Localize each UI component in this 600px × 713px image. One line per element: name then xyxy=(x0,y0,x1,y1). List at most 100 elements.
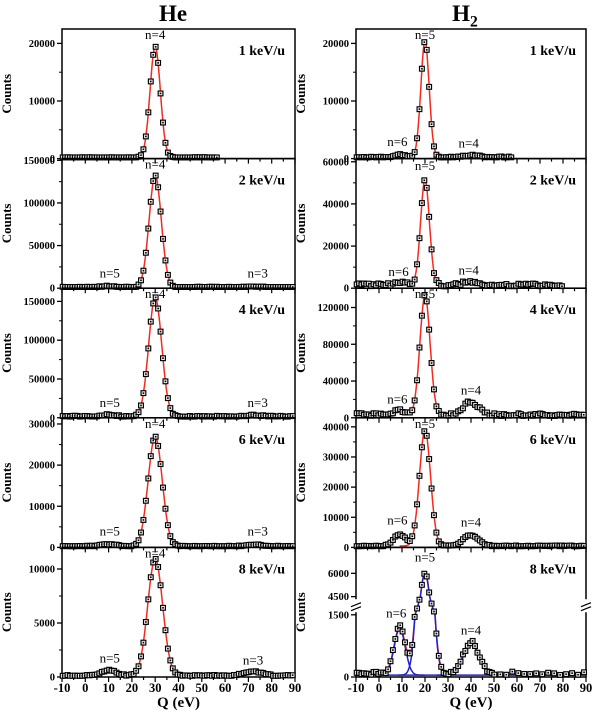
data-point-center xyxy=(404,641,406,644)
x-tick-label: 60 xyxy=(219,681,232,695)
data-point-center xyxy=(409,540,411,542)
data-point-center xyxy=(162,607,164,609)
data-point-center xyxy=(392,539,394,541)
data-point-center xyxy=(430,602,433,605)
data-point-center xyxy=(418,475,421,477)
energy-label: 1 keV/u xyxy=(239,44,286,59)
data-point-center xyxy=(418,598,421,601)
energy-label: 6 keV/u xyxy=(239,433,286,448)
y-axis-title: Counts xyxy=(0,74,14,114)
data-point-center xyxy=(416,263,418,266)
column-title-he: He xyxy=(159,1,187,27)
data-point-center xyxy=(438,655,440,657)
data-point-center xyxy=(428,591,430,594)
data-point-center xyxy=(401,630,404,633)
x-tick-label: -10 xyxy=(348,681,365,695)
peak-label: n=6 xyxy=(387,392,408,407)
data-point-center xyxy=(164,259,167,262)
y-tick-label: 0 xyxy=(50,543,55,554)
data-point-center xyxy=(152,439,155,442)
energy-label: 8 keV/u xyxy=(239,562,286,577)
data-point-center xyxy=(142,519,145,521)
panel-h2-2keVu: 0 20000 40000 60000 n=5 n=6 n=4 2 keV/u Counts xyxy=(293,157,587,295)
data-point-center xyxy=(216,156,218,159)
data-point-center xyxy=(152,54,155,56)
data-point-center xyxy=(421,202,423,204)
y-axis-title: Counts xyxy=(0,463,14,503)
data-point-center xyxy=(167,524,169,526)
y-tick-label: 0 xyxy=(50,673,55,684)
y-tick-label: 0 xyxy=(344,543,349,554)
data-point-center xyxy=(499,673,502,676)
data-point-center xyxy=(481,660,484,663)
data-point-center xyxy=(157,566,159,568)
data-point-center xyxy=(425,187,428,189)
fit-curve xyxy=(374,627,425,676)
data-point-center xyxy=(169,659,172,662)
fit-curve xyxy=(125,296,185,418)
data-point-center xyxy=(529,673,532,675)
panel-he-1keVu: 0 10000 20000 n=4 1 keV/u Counts xyxy=(0,27,296,165)
data-point-center xyxy=(132,673,135,675)
data-point-center xyxy=(423,430,426,433)
y-tick-label: 60000 xyxy=(323,157,349,168)
data-point-center xyxy=(157,445,159,447)
data-point-center xyxy=(535,672,538,675)
data-point-center xyxy=(425,435,428,437)
data-point-center xyxy=(582,545,585,547)
x-tick-label: 90 xyxy=(289,681,302,695)
data-point-center xyxy=(154,558,157,560)
energy-label: 4 keV/u xyxy=(530,303,577,318)
data-point-center xyxy=(169,407,172,409)
data-point-center xyxy=(149,80,152,83)
y-tick-label: 50000 xyxy=(29,241,55,252)
data-point-center xyxy=(389,660,392,663)
panel-h2-1keVu: 0 10000 20000 n=5 n=6 n=4 1 keV/u Counts xyxy=(293,27,587,165)
peak-label: n=6 xyxy=(387,512,408,527)
data-point-center xyxy=(169,535,172,537)
y-axis-title: Counts xyxy=(293,463,308,503)
y-tick-label: 20000 xyxy=(29,461,55,472)
data-point-center xyxy=(291,286,294,288)
peak-label: n=5 xyxy=(100,651,120,666)
data-point-center xyxy=(167,397,169,399)
data-point-center xyxy=(145,373,147,375)
data-point-center xyxy=(547,671,549,674)
peak-label: n=4 xyxy=(145,157,166,172)
y-tick-label: 10000 xyxy=(323,97,349,108)
data-point-center xyxy=(423,294,426,297)
data-point-center xyxy=(147,477,150,480)
panel-h2-6keVu: 0 10000 20000 30000 40000 n=5 n=6 n=4 6 keV/u Cou… xyxy=(293,416,587,554)
peak-label: n=5 xyxy=(415,550,435,565)
data-point-center xyxy=(137,665,140,668)
data-point-center xyxy=(411,409,414,412)
axis-break-mark xyxy=(350,602,362,608)
data-point-center xyxy=(394,638,397,640)
peak-label: n=6 xyxy=(386,606,407,621)
data-point-center xyxy=(571,672,573,674)
peak-label: n=4 xyxy=(461,382,482,397)
y-tick-label: 10000 xyxy=(29,565,55,576)
data-point-center xyxy=(413,616,416,618)
energy-label: 2 keV/u xyxy=(239,174,286,189)
data-point-center xyxy=(162,121,164,124)
data-point-center xyxy=(162,238,164,240)
y-tick-label: 30000 xyxy=(323,452,349,463)
fit-curve xyxy=(127,174,183,288)
data-point-center xyxy=(145,251,147,254)
data-point-center xyxy=(425,49,428,51)
peak-label: n=5 xyxy=(100,523,120,538)
y-tick-label: 40000 xyxy=(323,422,349,433)
y-tick-label: 100000 xyxy=(24,336,56,347)
y-tick-label: 40000 xyxy=(323,377,349,388)
data-point-center xyxy=(159,584,162,587)
data-point-center xyxy=(561,285,563,287)
energy-label: 8 keV/u xyxy=(530,562,577,577)
x-tick-label: 10 xyxy=(102,681,115,695)
peak-label: n=5 xyxy=(100,266,120,281)
data-point-center xyxy=(435,405,438,408)
x-tick-label: 70 xyxy=(242,681,255,695)
data-point-center xyxy=(413,399,416,402)
x-tick-label: 30 xyxy=(149,681,162,695)
data-point-center xyxy=(462,653,464,656)
